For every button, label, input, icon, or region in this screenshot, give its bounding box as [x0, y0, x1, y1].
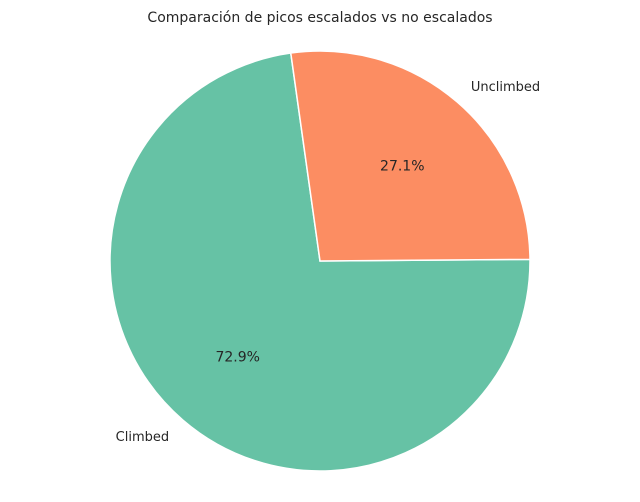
slice-label-climbed: Climbed [116, 430, 169, 445]
slice-label-unclimbed: Unclimbed [471, 80, 540, 95]
percent-label-climbed: 72.9% [215, 349, 259, 365]
pie-slice-climbed [109, 52, 531, 472]
pie-slice-unclimbed [289, 50, 531, 262]
percent-label-unclimbed: 27.1% [380, 159, 424, 175]
chart-title: Comparación de picos escalados vs no esc… [147, 10, 492, 26]
pie-labels: Climbed 72.9% Unclimbed 27.1% [116, 80, 541, 445]
pie-slices [109, 50, 531, 472]
